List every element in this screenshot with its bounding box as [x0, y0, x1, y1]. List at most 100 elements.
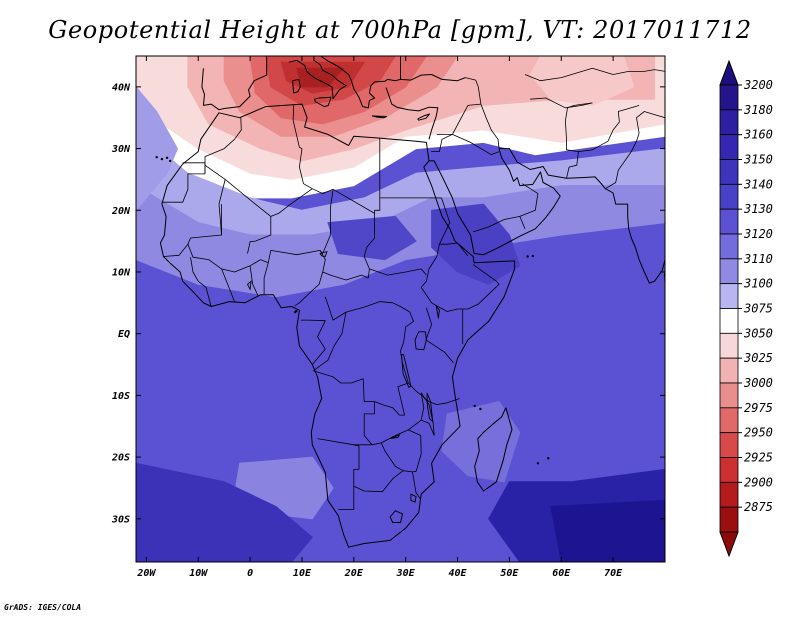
coastline-italy-coast: [288, 56, 347, 100]
island-canary-islands-3: [169, 159, 172, 163]
field-region-madagascar-light: [441, 401, 521, 483]
border-iran-afghan-pak: [565, 102, 593, 179]
height-field: [136, 56, 665, 562]
coastline-madagascar-coast: [474, 407, 513, 492]
border-sudan-south-sudan: [369, 268, 427, 276]
lat-label-10N: 10N: [112, 267, 131, 278]
border-uganda-kenya: [425, 307, 433, 341]
colorbar-label-2975: 2975: [744, 401, 773, 415]
border-central-asia: [524, 67, 665, 82]
colorbar-label-3150: 3150: [743, 153, 773, 167]
colorbar-label-3025: 3025: [743, 351, 773, 365]
colorbar-label-3130: 3130: [743, 202, 773, 216]
lat-label-40N: 40N: [112, 82, 131, 93]
field-region-central-africa-low: [327, 215, 417, 261]
lon-label-10W: 10W: [189, 568, 208, 579]
border-malawi: [420, 392, 435, 436]
geography-lines: [119, 56, 665, 548]
lat-label-10S: 10S: [112, 391, 130, 402]
border-eritrea-ethiopia: [439, 242, 469, 257]
colorbar-label-3110: 3110: [743, 252, 773, 266]
field-region-west-atlantic-3110: [136, 86, 179, 212]
border-nigeria-cameroon: [294, 250, 326, 307]
lake-lake-chad: [319, 250, 328, 258]
colorbar-swatch-3075: [719, 308, 739, 334]
coastline-anatolia-coast: [385, 87, 439, 140]
coastline-crete-coast: [371, 115, 387, 119]
border-iraq-syria: [436, 103, 481, 135]
lat-label-20N: 20N: [111, 206, 131, 217]
coastline-arabia-coast: [429, 148, 561, 256]
colorbar-swatch-2900: [719, 481, 739, 508]
field-region-south-atlantic-low: [136, 462, 314, 562]
colorbar-label-2875: 2875: [744, 500, 773, 514]
border-west-africa-3: [249, 265, 259, 296]
border-car-drc: [324, 296, 411, 321]
colorbar-label-3140: 3140: [743, 177, 773, 191]
colorbar-swatch-3100: [719, 283, 739, 309]
border-western-sahara-mauritania: [161, 162, 206, 203]
colorbar-label-3075: 3075: [743, 302, 773, 316]
border-botswana-zimbabwe: [380, 442, 404, 472]
colorbar-swatch-3180: [719, 109, 739, 136]
field-region-arabia-warm: [529, 56, 635, 106]
border-saudi-yemen: [472, 215, 526, 233]
colorbar-swatch-2950: [719, 432, 739, 458]
island-canary-islands-1: [160, 157, 164, 161]
island-canary-islands-0: [155, 156, 158, 159]
lat-label-30S: 30S: [111, 514, 130, 525]
border-namibia-botswana: [338, 444, 360, 510]
chart-title: Geopotential Height at 700hPa [gpm], VT:…: [48, 16, 752, 44]
lon-label-50E: 50E: [500, 568, 519, 579]
colorbar-swatch-2975: [719, 407, 739, 434]
border-chad-sudan: [363, 213, 376, 279]
border-arabia-inland: [431, 134, 453, 153]
island-canary-islands-2: [165, 156, 169, 159]
colorbar-swatch-3110: [719, 258, 739, 285]
island-reunion-mauritius-1: [547, 457, 550, 460]
island-cape-verde-1: [127, 240, 129, 242]
field-region-east-africa-low: [431, 203, 521, 285]
colorbar-swatch-3150: [719, 159, 739, 185]
lake-swaziland: [410, 493, 417, 503]
coastline-balkans-coast: [320, 56, 401, 109]
border-saudi-oman-uae: [519, 183, 539, 217]
colorbar: 3200 3180 3160 3150 3140 3130 3120 3110 3100 3075…: [719, 59, 773, 558]
border-tunisia-algeria: [292, 105, 303, 149]
lon-label-70E: 70E: [604, 568, 623, 579]
island-cape-verde-0: [124, 234, 126, 236]
colorbar-swatch-2925: [719, 457, 739, 483]
island-comoros-0: [473, 404, 476, 408]
lake-lake-kariba: [389, 433, 401, 440]
colorbar-swatch-3025: [719, 357, 739, 384]
lake-lake-malawi: [426, 392, 434, 423]
island-cape-verde-2: [119, 228, 121, 230]
border-west-africa-1: [190, 257, 212, 307]
border-niger-chad: [319, 189, 334, 254]
colorbar-swatch-3050: [719, 332, 739, 359]
border-congo-drc: [313, 312, 347, 372]
border-angola-drc: [313, 370, 376, 414]
border-congo-gabon: [300, 319, 326, 365]
field-region-indian-ocean-core: [550, 499, 665, 562]
colorbar-swatch-3160: [719, 134, 739, 160]
colorbar-label-3200: 3200: [743, 78, 773, 92]
lake-lesotho: [389, 510, 404, 523]
border-caucasus-turkey: [465, 77, 482, 105]
border-pak-india: [605, 111, 665, 190]
border-algeria-libya: [298, 148, 313, 190]
border-saudi-iraq: [452, 134, 500, 156]
colorbar-label-2950: 2950: [744, 426, 773, 440]
coastline-iberia-coast: [201, 56, 268, 111]
island-reunion-mauritius-0: [536, 462, 540, 465]
lon-label-10E: 10E: [293, 568, 312, 579]
border-turkmenistan: [530, 97, 593, 109]
island-socotra-0: [526, 255, 529, 258]
colorbar-label-3000: 3000: [743, 376, 773, 390]
colorbar-label-3120: 3120: [743, 227, 773, 241]
border-botswana-sa: [353, 470, 413, 493]
border-zimbabwe-mozambique: [408, 429, 422, 473]
lat-label-30N: 30N: [111, 144, 131, 155]
coastline-sardinia-coast: [292, 78, 301, 94]
